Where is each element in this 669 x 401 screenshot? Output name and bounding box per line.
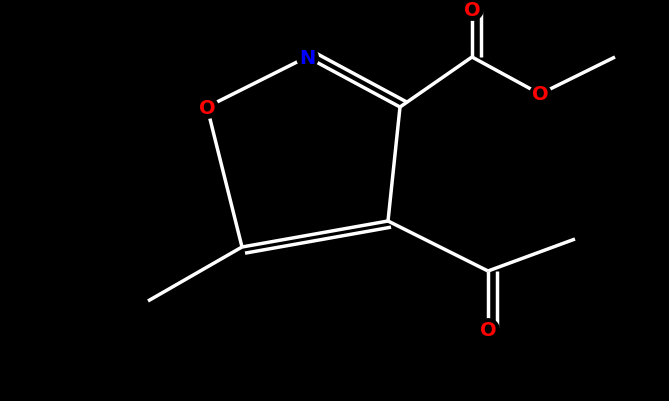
Text: O: O	[480, 320, 496, 339]
Text: O: O	[532, 85, 549, 104]
Text: O: O	[464, 0, 480, 20]
Text: N: N	[299, 49, 315, 67]
Text: O: O	[199, 98, 215, 117]
